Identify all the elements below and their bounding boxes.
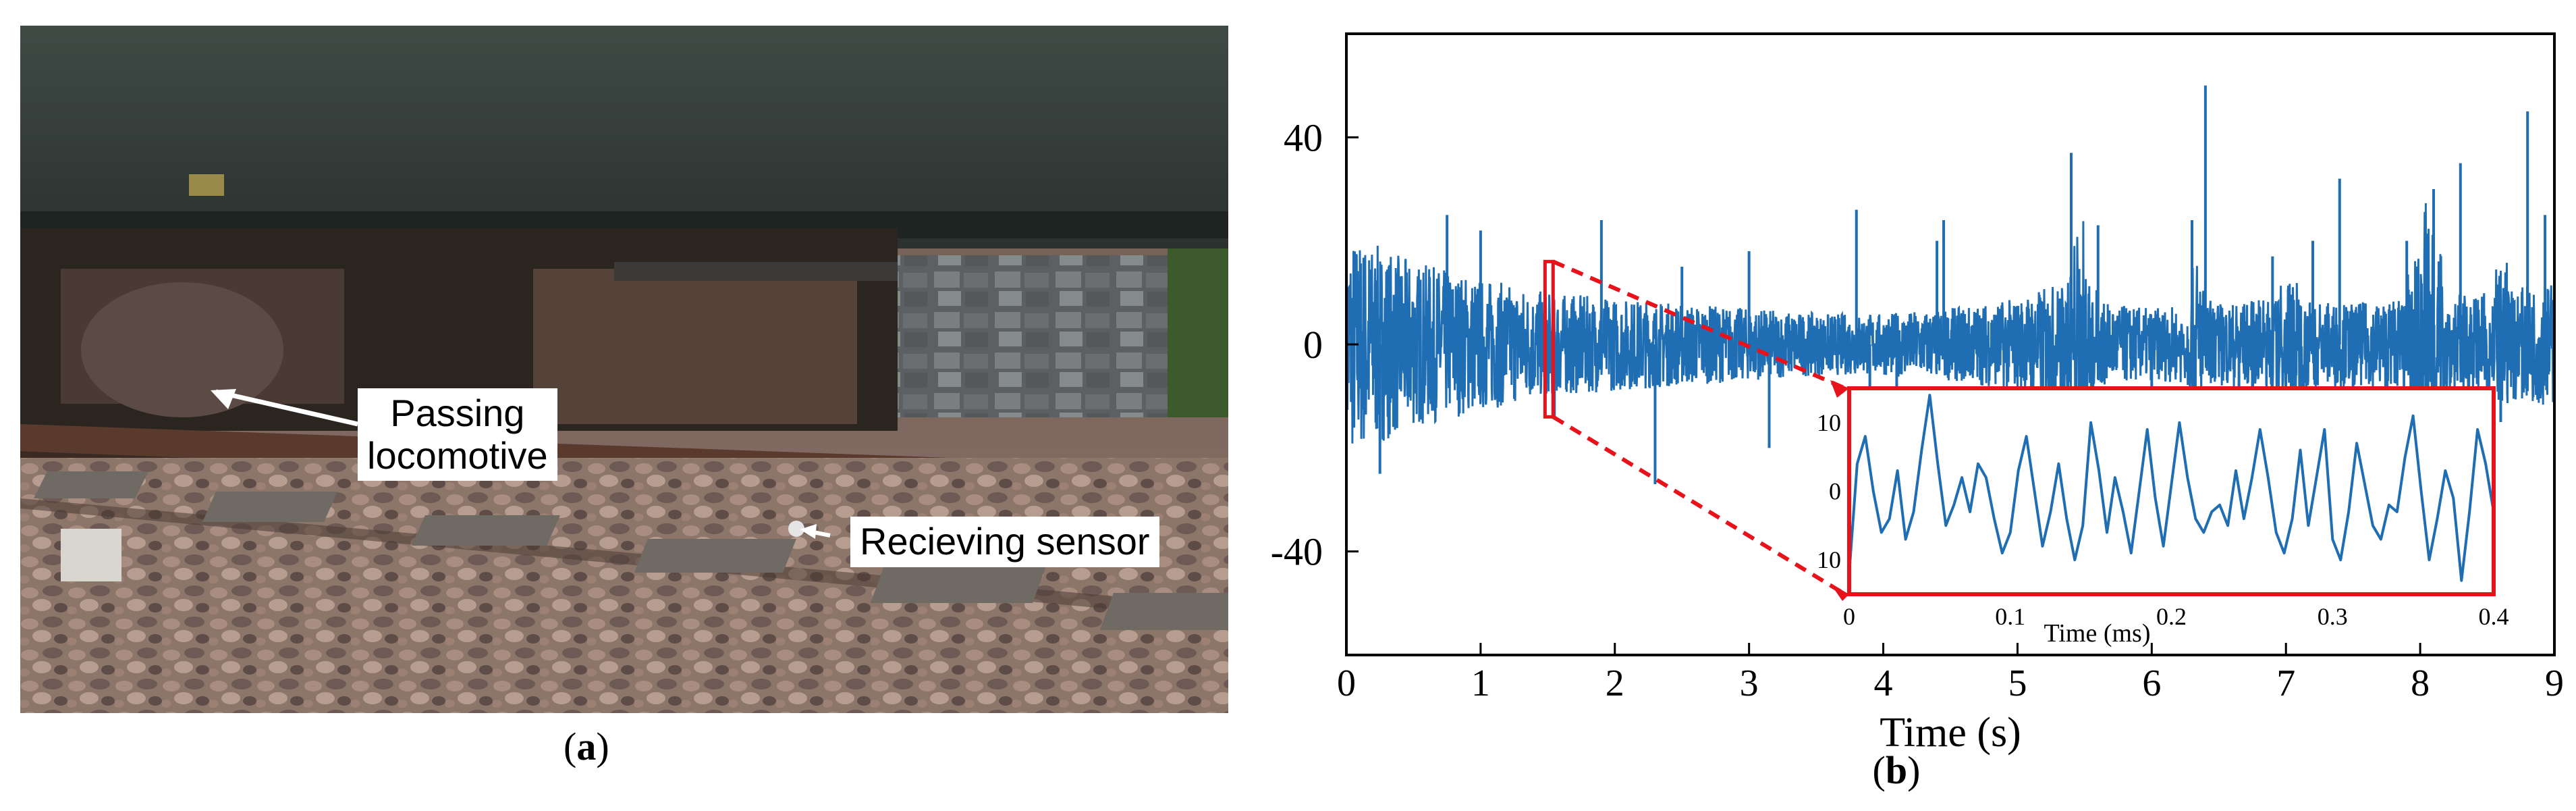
panel-label-a: (a): [564, 724, 609, 769]
inset-x-axis-title: Time (ms): [2044, 619, 2150, 648]
zoom-arrowhead-bottom: [1830, 583, 1849, 601]
inset-x-tick-label-0-1: 0.1: [1995, 603, 2025, 630]
signal-chart: 0 1 2 3 4 5 6 7 8 9 40 0 -40 Time (s)(b) 0 0.1 0.2 0.3 0.4…: [1271, 32, 2564, 792]
panel-label-b-open: (: [1873, 748, 1886, 792]
x-tick-label-9: 9: [2545, 662, 2564, 704]
y-tick-label-0: 40: [1284, 115, 1323, 159]
zoom-highlight-box: [1543, 259, 1555, 419]
locomotive-photo: [20, 26, 1228, 713]
x-tick-label-1: 1: [1471, 662, 1490, 704]
panel-label-a-close: ): [596, 725, 609, 768]
x-tick-label-0: 0: [1337, 662, 1356, 704]
x-tick-label-2: 2: [1606, 662, 1624, 704]
x-tick-label-6: 6: [2142, 662, 2161, 704]
panel-label-b-letter: b: [1886, 748, 1907, 792]
x-tick-label-3: 3: [1740, 662, 1759, 704]
x-axis-title: Time (s): [1880, 710, 2021, 756]
inset-y-tick-label-2: 10: [1817, 546, 1841, 573]
panel-label-a-letter: a: [576, 725, 597, 768]
panel-label-b: (b): [1873, 748, 1921, 792]
sensor-arrowhead: [800, 524, 817, 539]
panel-label-b-close: ): [1907, 748, 1920, 792]
zoom-connector-top: [1552, 259, 1846, 390]
inset-x-tick-label-0: 0: [1843, 603, 1855, 630]
zoom-connector-bottom: [1552, 415, 1846, 596]
inset-y-tick-label-0: 10: [1817, 409, 1841, 436]
panel-label-a-open: (: [564, 725, 577, 768]
x-tick-label-7: 7: [2276, 662, 2295, 704]
signal-trace: [1345, 203, 2556, 459]
y-tick-label-1: 0: [1303, 323, 1323, 367]
inset-x-tick-label-0-3: 0.3: [2318, 603, 2348, 630]
x-tick-label-8: 8: [2411, 662, 2430, 704]
locomotive-arrowhead: [211, 389, 236, 409]
callout-passing-locomotive: Passing locomotive: [358, 388, 557, 481]
inset-x-tick-label-0-2: 0.2: [2156, 603, 2187, 630]
inset-y-tick-label-1: 0: [1829, 478, 1841, 505]
photo-scene: [20, 26, 1228, 713]
y-tick-label-2: -40: [1271, 530, 1323, 574]
callout-receiving-sensor: Recieving sensor: [850, 517, 1159, 567]
inset-frame: [1847, 386, 2496, 596]
signal-chart-panel: 0 1 2 3 4 5 6 7 8 9 40 0 -40 Time (s) (b) 0 0.1 0.2 0.3 0.4…: [1249, 0, 2576, 808]
inset-signal-trace: [1848, 394, 2495, 582]
x-tick-label-4: 4: [1874, 662, 1893, 704]
x-tick-label-5: 5: [2008, 662, 2027, 704]
inset-x-tick-label-0-4: 0.4: [2479, 603, 2509, 630]
zoom-arrowhead-top: [1830, 380, 1849, 398]
locomotive-arrow: [215, 389, 358, 427]
